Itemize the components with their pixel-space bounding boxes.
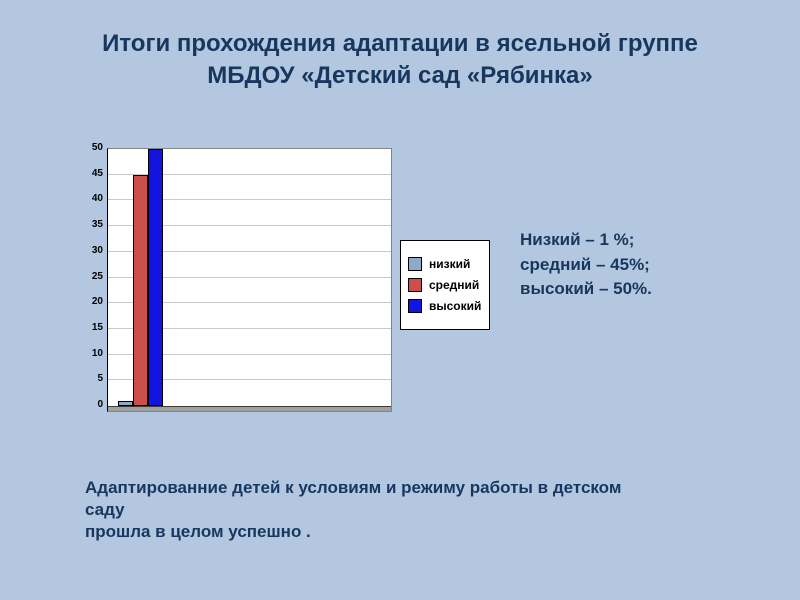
legend-label: средний [429,278,480,292]
y-tick-label: 15 [91,321,103,333]
gridline [108,199,391,201]
legend-item-средний: средний [408,278,482,292]
y-tick-label: 50 [91,142,103,153]
legend-item-высокий: высокий [408,299,482,313]
title-line-1: Итоги прохождения адаптации в ясельной г… [102,30,698,57]
conclusion-line-2: саду [85,500,125,520]
stats-line-mid: средний – 45%; [520,254,650,274]
stats-text-block: Низкий – 1 %; средний – 45%; высокий – 5… [520,228,652,302]
bar-высокий [148,149,163,406]
y-tick-label: 45 [91,167,103,179]
conclusion-line-1: Адаптированние детей к условиям и режиму… [85,478,622,497]
legend-swatch-icon [408,278,422,292]
chart-floor [108,406,391,411]
legend-swatch-icon [408,299,422,313]
y-tick-label: 35 [91,219,103,231]
gridline [108,302,391,304]
y-tick-label: 40 [91,193,103,205]
legend-label: высокий [429,299,482,313]
slide-title: Итоги прохождения адаптации в ясельной г… [0,28,800,93]
y-tick-label: 25 [91,270,103,282]
gridline [108,379,391,381]
chart-plot-area [107,148,392,412]
conclusion-line-3: прошла в целом успешно . [85,522,311,542]
y-tick-label: 10 [91,347,103,359]
chart-legend: низкий средний высокий [400,240,490,330]
y-tick-label: 30 [91,244,103,256]
bar-низкий [118,400,133,406]
gridline [108,327,391,329]
gridline [108,225,391,227]
stats-line-high: высокий – 50%. [520,279,652,299]
y-tick-label: 20 [91,296,103,308]
chart-y-axis: 0 5 10 15 20 25 30 35 40 45 50 [85,143,105,410]
y-tick-label: 5 [97,373,103,385]
legend-swatch-icon [408,257,422,271]
title-line-2: МБДОУ «Детский сад «Рябинка» [207,62,593,90]
y-tick-label: 0 [97,399,103,410]
gridline [108,173,391,175]
legend-item-низкий: низкий [408,257,482,271]
legend-label: низкий [429,257,471,271]
stats-line-low: Низкий – 1 %; [520,230,635,249]
conclusion-text-block: Адаптированние детей к условиям и режиму… [85,477,745,543]
bar-средний [133,174,148,406]
adaptation-bar-chart: 0 5 10 15 20 25 30 35 40 45 50 низкий средний высоки… [85,140,495,425]
gridline [108,250,391,252]
gridline [108,353,391,355]
gridline [108,276,391,278]
